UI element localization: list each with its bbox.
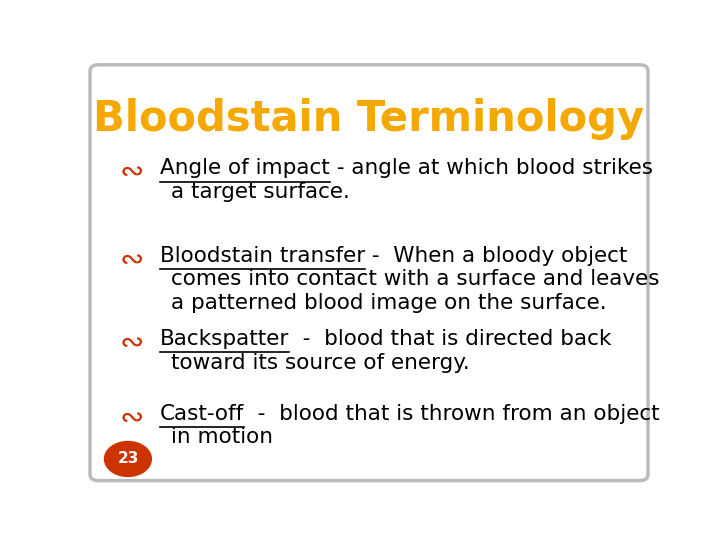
Text: ∾: ∾	[120, 246, 144, 274]
Text: toward its source of energy.: toward its source of energy.	[171, 353, 469, 373]
Text: Bloodstain transfer: Bloodstain transfer	[160, 246, 365, 266]
Text: ∾: ∾	[120, 404, 144, 431]
Text: comes into contact with a surface and leaves: comes into contact with a surface and le…	[171, 269, 660, 289]
Text: - angle at which blood strikes: - angle at which blood strikes	[330, 158, 652, 178]
Text: a patterned blood image on the surface.: a patterned blood image on the surface.	[171, 293, 606, 313]
Text: Angle of impact: Angle of impact	[160, 158, 330, 178]
Text: Cast-off: Cast-off	[160, 404, 244, 424]
Text: -  When a bloody object: - When a bloody object	[365, 246, 627, 266]
FancyBboxPatch shape	[90, 65, 648, 481]
Circle shape	[104, 442, 151, 476]
Text: in motion: in motion	[171, 427, 273, 447]
Text: Bloodstain Terminology: Bloodstain Terminology	[94, 98, 644, 140]
Text: ∾: ∾	[120, 329, 144, 357]
Text: -  blood that is thrown from an object: - blood that is thrown from an object	[244, 404, 660, 424]
Text: a target surface.: a target surface.	[171, 182, 350, 202]
Text: -  blood that is directed back: - blood that is directed back	[289, 329, 611, 349]
Text: 23: 23	[117, 451, 139, 467]
Text: ∾: ∾	[120, 158, 144, 186]
Text: Backspatter: Backspatter	[160, 329, 289, 349]
